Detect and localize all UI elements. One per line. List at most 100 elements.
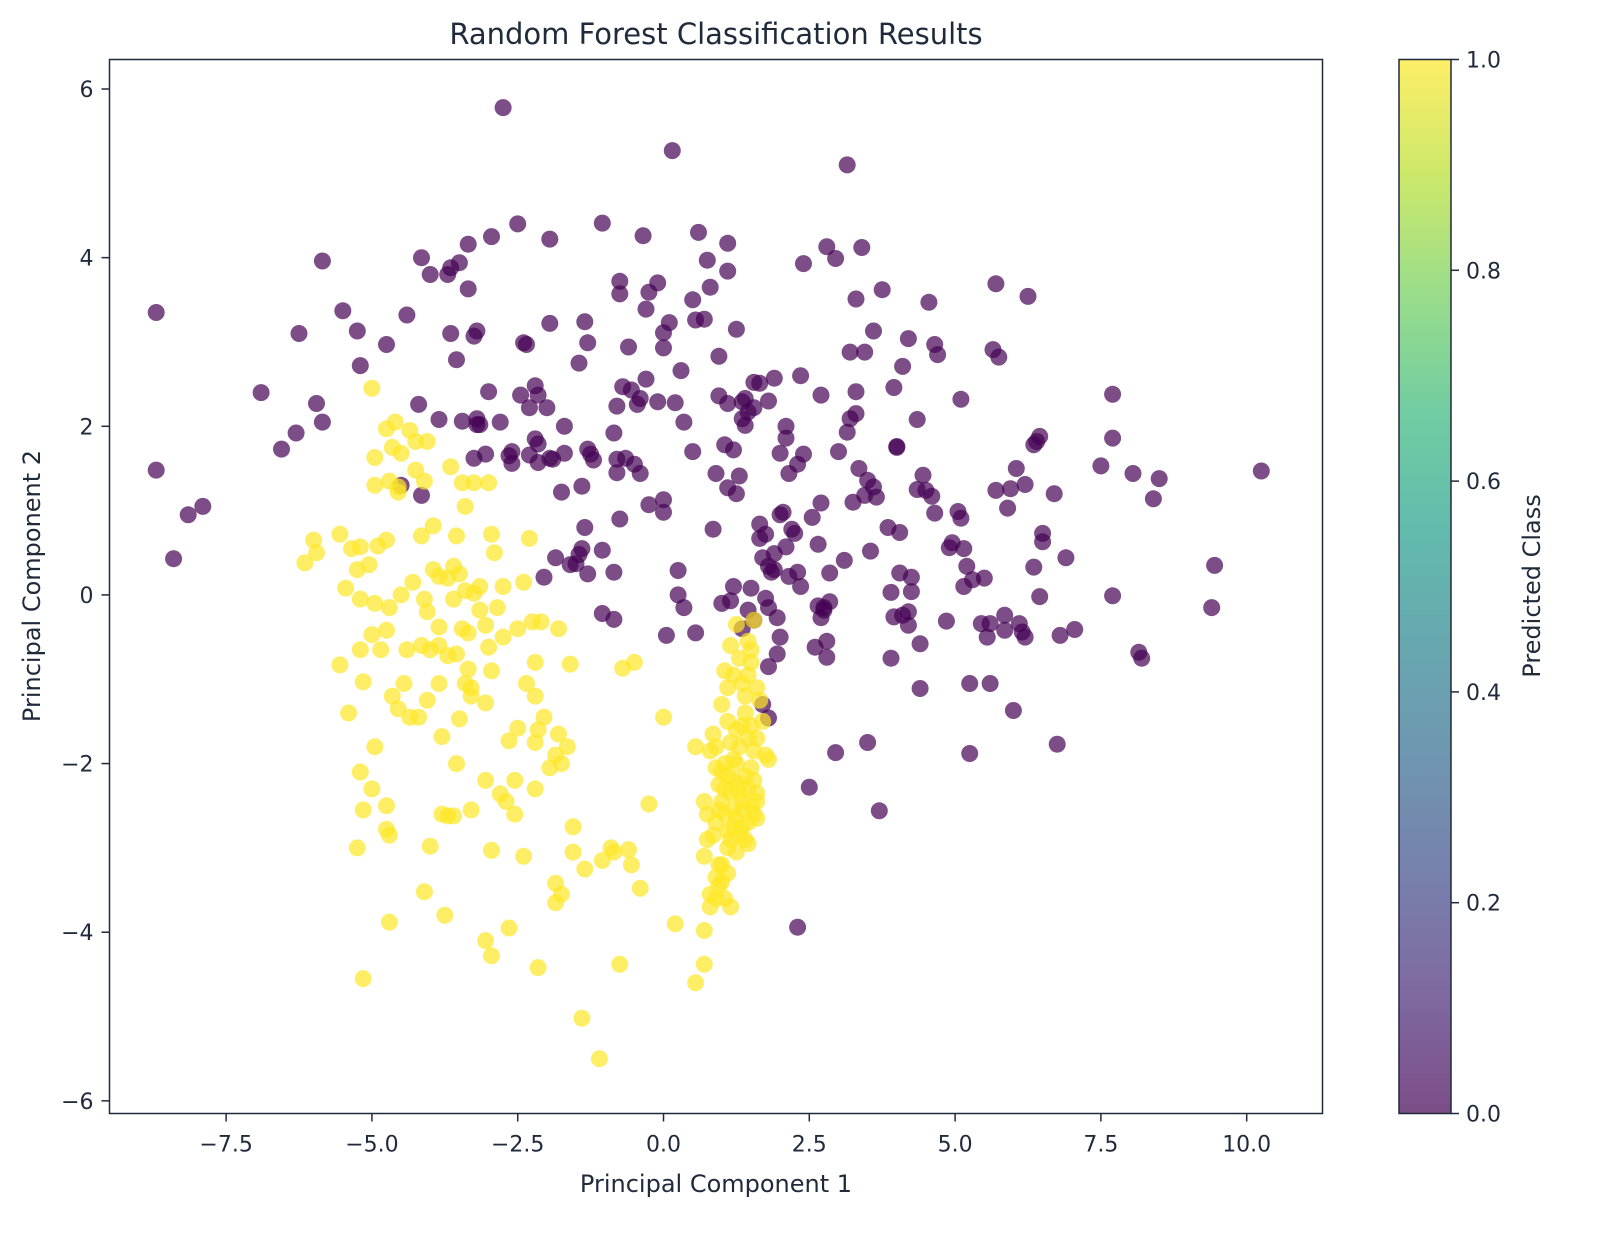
data-point-class-0 [742, 579, 760, 597]
data-point-class-0 [800, 778, 818, 796]
data-point-class-0 [611, 510, 629, 528]
data-point-class-0 [760, 658, 777, 676]
data-point-class-0 [929, 346, 947, 364]
y-tick-label: −6 [61, 1090, 93, 1115]
data-point-class-1 [366, 738, 384, 756]
x-tick-label: 0.0 [646, 1133, 681, 1158]
data-point-class-0 [926, 504, 944, 522]
y-tick-label: −4 [61, 921, 93, 946]
data-point-class-0 [605, 563, 623, 581]
data-point-class-0 [480, 383, 498, 401]
data-point-class-0 [518, 336, 535, 353]
data-point-class-0 [745, 399, 763, 417]
data-point-class-0 [987, 275, 1005, 293]
data-point-class-0 [1104, 385, 1122, 403]
data-point-class-0 [252, 384, 270, 402]
data-point-class-1 [363, 379, 381, 397]
x-tick-label: −5.0 [345, 1133, 398, 1158]
data-point-class-0 [862, 542, 879, 560]
data-point-class-1 [518, 675, 535, 692]
data-point-class-0 [792, 578, 810, 595]
data-point-class-1 [520, 529, 538, 547]
x-tick-label: 5.0 [938, 1133, 973, 1158]
data-point-class-0 [838, 423, 856, 441]
data-point-class-1 [351, 641, 369, 659]
data-point-class-0 [313, 252, 331, 270]
data-point-class-1 [716, 662, 734, 680]
data-point-class-0 [774, 503, 792, 521]
data-point-class-0 [413, 486, 430, 504]
data-point-class-0 [570, 354, 588, 372]
data-point-class-0 [870, 802, 888, 820]
data-point-class-0 [911, 680, 929, 697]
data-point-class-0 [1150, 470, 1168, 488]
data-point-class-0 [961, 745, 979, 762]
data-point-class-1 [506, 771, 524, 789]
data-point-class-0 [1016, 476, 1034, 493]
data-point-class-1 [754, 712, 772, 730]
data-point-class-1 [541, 759, 559, 777]
data-point-class-0 [719, 262, 737, 280]
data-point-class-0 [902, 583, 920, 601]
data-point-class-1 [698, 805, 716, 823]
data-point-class-0 [771, 628, 789, 646]
data-point-class-0 [637, 300, 655, 318]
data-point-class-1 [378, 621, 395, 639]
data-point-class-0 [1004, 702, 1022, 719]
data-point-class-1 [590, 1050, 608, 1068]
data-point-class-0 [631, 465, 649, 482]
data-point-class-1 [707, 738, 725, 756]
colorbar-tick-label: 1.0 [1466, 49, 1501, 74]
data-point-class-0 [847, 405, 865, 423]
data-point-class-0 [579, 565, 597, 583]
data-point-class-0 [847, 383, 865, 401]
data-point-class-0 [579, 334, 597, 352]
data-point-class-0 [795, 255, 812, 273]
colorbar-frame [1398, 58, 1452, 1115]
data-point-class-1 [622, 856, 640, 874]
data-point-class-1 [395, 675, 413, 692]
data-point-class-1 [730, 784, 748, 802]
data-point-class-1 [424, 517, 442, 535]
data-point-class-0 [468, 322, 486, 340]
data-point-class-1 [666, 915, 684, 933]
data-point-class-1 [526, 687, 544, 705]
data-point-class-0 [509, 215, 527, 233]
y-tick-label: 2 [80, 415, 94, 440]
data-point-class-1 [713, 696, 731, 713]
data-point-class-1 [366, 449, 384, 466]
data-point-class-0 [719, 395, 737, 412]
data-point-class-0 [981, 615, 999, 633]
data-point-class-1 [483, 662, 500, 680]
data-point-class-0 [675, 413, 693, 431]
data-point-class-0 [313, 413, 331, 431]
scatter-points [147, 99, 1270, 1068]
data-point-class-0 [503, 443, 521, 461]
data-point-class-0 [620, 338, 637, 356]
data-point-class-0 [348, 322, 366, 340]
data-point-class-0 [937, 612, 955, 630]
data-point-class-1 [640, 795, 658, 813]
data-point-class-1 [445, 590, 463, 608]
data-point-class-0 [535, 568, 553, 586]
data-point-class-1 [550, 620, 567, 638]
data-point-class-0 [378, 336, 395, 353]
data-point-class-0 [334, 302, 352, 320]
data-point-class-1 [430, 675, 448, 692]
colorbar-title: Predicted Class [1518, 494, 1546, 677]
data-point-class-0 [1104, 429, 1122, 447]
data-point-class-0 [675, 599, 693, 617]
data-point-class-1 [442, 458, 460, 476]
data-point-class-1 [348, 839, 366, 857]
data-point-class-1 [436, 906, 454, 924]
colorbar-tick-label: 0.8 [1466, 259, 1501, 284]
data-point-class-0 [290, 325, 308, 342]
data-point-class-0 [690, 223, 707, 241]
data-point-class-0 [821, 564, 839, 582]
colorbar: 0.0 0.2 0.4 0.6 0.8 1.0 Predicted Class [1398, 49, 1546, 1128]
data-point-class-1 [695, 922, 713, 939]
data-point-class-0 [987, 481, 1005, 499]
data-point-class-0 [795, 445, 812, 463]
data-point-class-1 [497, 793, 515, 810]
